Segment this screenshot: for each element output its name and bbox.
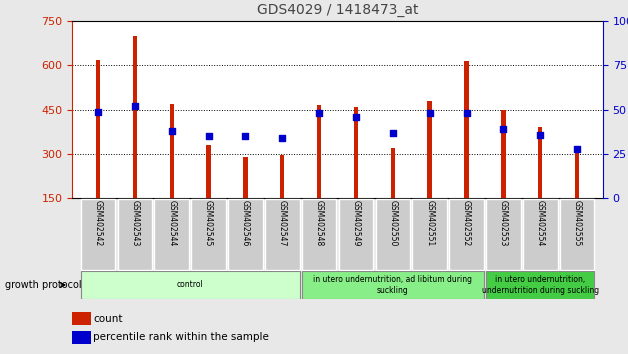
Text: control: control bbox=[176, 280, 203, 290]
Bar bbox=[207, 145, 211, 198]
Text: GSM402542: GSM402542 bbox=[94, 200, 102, 246]
FancyBboxPatch shape bbox=[449, 199, 484, 270]
Text: GSM402553: GSM402553 bbox=[499, 200, 508, 246]
Bar bbox=[72, 331, 91, 343]
Bar bbox=[575, 148, 579, 198]
Bar bbox=[428, 101, 432, 198]
Point bbox=[572, 146, 582, 152]
Bar bbox=[317, 105, 322, 198]
Point bbox=[93, 109, 103, 114]
FancyBboxPatch shape bbox=[192, 199, 226, 270]
Text: GSM402545: GSM402545 bbox=[204, 200, 213, 246]
Text: GSM402555: GSM402555 bbox=[573, 200, 582, 246]
FancyBboxPatch shape bbox=[302, 199, 337, 270]
Text: GSM402544: GSM402544 bbox=[167, 200, 176, 246]
Text: GSM402543: GSM402543 bbox=[131, 200, 139, 246]
FancyBboxPatch shape bbox=[117, 199, 152, 270]
Bar bbox=[96, 59, 100, 198]
Bar bbox=[538, 127, 543, 198]
FancyBboxPatch shape bbox=[413, 199, 447, 270]
Point bbox=[203, 133, 214, 139]
Bar bbox=[170, 104, 174, 198]
Bar bbox=[354, 107, 358, 198]
Point bbox=[130, 103, 140, 109]
Text: in utero undernutrition,
undernutrition during suckling: in utero undernutrition, undernutrition … bbox=[482, 275, 598, 295]
FancyBboxPatch shape bbox=[265, 199, 300, 270]
Point bbox=[351, 114, 361, 120]
Point bbox=[499, 126, 509, 132]
FancyBboxPatch shape bbox=[80, 199, 116, 270]
Bar bbox=[501, 110, 506, 198]
Bar bbox=[243, 157, 247, 198]
FancyBboxPatch shape bbox=[560, 199, 595, 270]
Text: GSM402552: GSM402552 bbox=[462, 200, 471, 246]
FancyBboxPatch shape bbox=[376, 199, 410, 270]
FancyBboxPatch shape bbox=[302, 272, 484, 298]
Point bbox=[241, 133, 251, 139]
Point bbox=[314, 110, 324, 116]
Bar bbox=[280, 155, 284, 198]
Point bbox=[462, 110, 472, 116]
Bar bbox=[133, 36, 137, 198]
FancyBboxPatch shape bbox=[486, 272, 595, 298]
Text: GSM402547: GSM402547 bbox=[278, 200, 287, 246]
FancyBboxPatch shape bbox=[338, 199, 373, 270]
FancyBboxPatch shape bbox=[80, 272, 300, 298]
Bar bbox=[72, 312, 91, 325]
FancyBboxPatch shape bbox=[154, 199, 189, 270]
FancyBboxPatch shape bbox=[523, 199, 558, 270]
Bar bbox=[464, 61, 468, 198]
Text: GSM402549: GSM402549 bbox=[352, 200, 360, 246]
FancyBboxPatch shape bbox=[486, 199, 521, 270]
Title: GDS4029 / 1418473_at: GDS4029 / 1418473_at bbox=[257, 4, 418, 17]
Point bbox=[425, 110, 435, 116]
Text: GSM402548: GSM402548 bbox=[315, 200, 323, 246]
FancyBboxPatch shape bbox=[228, 199, 263, 270]
Text: count: count bbox=[94, 314, 123, 324]
Bar bbox=[391, 148, 395, 198]
Text: percentile rank within the sample: percentile rank within the sample bbox=[94, 332, 269, 342]
Point bbox=[388, 130, 398, 136]
Point bbox=[535, 132, 545, 137]
Text: GSM402554: GSM402554 bbox=[536, 200, 544, 246]
Text: GSM402551: GSM402551 bbox=[425, 200, 434, 246]
Text: GSM402550: GSM402550 bbox=[388, 200, 398, 246]
Point bbox=[277, 135, 287, 141]
Text: growth protocol: growth protocol bbox=[5, 280, 82, 290]
Point bbox=[166, 128, 176, 134]
Text: GSM402546: GSM402546 bbox=[241, 200, 250, 246]
Text: in utero undernutrition, ad libitum during
suckling: in utero undernutrition, ad libitum duri… bbox=[313, 275, 472, 295]
